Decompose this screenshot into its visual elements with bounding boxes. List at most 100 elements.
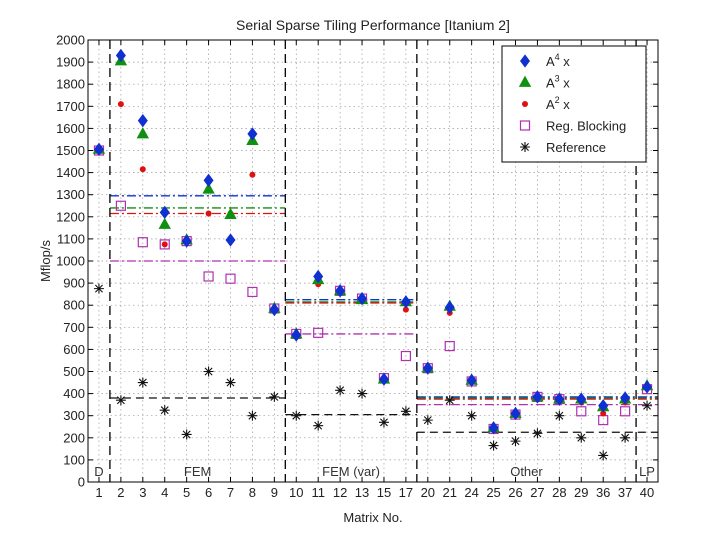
- y-tick-label: 1100: [57, 231, 85, 246]
- y-tick-label: 1600: [56, 121, 85, 136]
- legend-marker: [522, 101, 528, 107]
- data-point-square: [444, 340, 455, 352]
- legend-marker: [520, 142, 530, 152]
- data-point-diamond: [247, 127, 258, 141]
- x-tick-label: 13: [355, 485, 369, 500]
- data-point-diamond: [488, 421, 499, 435]
- data-points: [92, 48, 654, 461]
- data-point-dot: [139, 166, 146, 173]
- region-labels: D FEM FEM (var) Other LP: [94, 464, 655, 479]
- legend-label: Reg. Blocking: [546, 119, 626, 134]
- data-point-star: [532, 428, 543, 439]
- data-point-triangle: [158, 217, 171, 229]
- data-point-diamond: [554, 392, 565, 406]
- reference-lines: [109, 195, 658, 433]
- x-tick-label: 29: [574, 485, 588, 500]
- x-tick-label: 25: [486, 485, 500, 500]
- data-point-diamond: [291, 328, 302, 342]
- data-point-dot: [117, 101, 124, 108]
- data-point-triangle: [224, 207, 237, 219]
- legend-label: A2 x: [546, 95, 570, 112]
- data-point-square: [137, 237, 148, 248]
- data-point-star: [444, 395, 455, 406]
- x-tick-label: 20: [421, 485, 435, 500]
- series-diamond: [93, 48, 653, 435]
- x-tick-label: 21: [442, 485, 456, 500]
- data-point-diamond: [93, 142, 104, 157]
- y-tick-label: 1300: [56, 187, 85, 202]
- data-point-diamond: [313, 269, 324, 284]
- data-point-dot: [205, 210, 212, 217]
- x-tick-label: 9: [271, 485, 278, 500]
- data-point-diamond: [269, 302, 280, 317]
- data-point-square: [313, 327, 324, 338]
- y-tick-label: 2000: [56, 33, 85, 48]
- data-point-diamond: [466, 373, 477, 388]
- data-point-diamond: [203, 173, 214, 188]
- data-point-square: [247, 286, 258, 298]
- data-point-diamond: [115, 48, 126, 63]
- x-tick-label: 2: [117, 485, 124, 500]
- data-point-star: [291, 410, 302, 421]
- data-point-diamond: [576, 392, 587, 406]
- legend-marker: [519, 120, 531, 131]
- y-tick-label: 300: [63, 408, 85, 423]
- data-point-diamond: [444, 300, 455, 315]
- data-point-triangle: [202, 182, 215, 194]
- x-tick-label: 11: [311, 485, 325, 500]
- y-tick-label: 1800: [56, 77, 85, 92]
- data-point-star: [93, 283, 104, 294]
- data-point-star: [225, 377, 236, 388]
- data-point-star: [357, 388, 368, 399]
- region-label: Other: [510, 464, 543, 479]
- x-tick-label: 7: [227, 485, 234, 500]
- x-tick-label: 12: [333, 485, 347, 500]
- data-point-dot: [161, 241, 168, 248]
- data-point-star: [642, 400, 653, 411]
- data-point-star: [422, 415, 433, 426]
- y-axis-label: Mflop/s: [38, 240, 53, 282]
- data-point-diamond: [422, 361, 433, 375]
- data-point-star: [400, 406, 411, 417]
- legend-label: A4 x: [546, 52, 570, 69]
- y-tick-label: 1200: [56, 209, 85, 224]
- y-tick-label: 200: [63, 430, 85, 445]
- data-point-star: [466, 410, 477, 421]
- y-tick-label: 1000: [56, 254, 85, 269]
- region-label: FEM: [184, 464, 211, 479]
- data-point-square: [159, 239, 170, 250]
- x-tick-label: 1: [95, 485, 102, 500]
- y-tick-label: 1400: [56, 165, 85, 180]
- x-tick-label: 15: [377, 485, 391, 500]
- data-point-diamond: [378, 372, 389, 386]
- data-point-star: [378, 417, 389, 428]
- x-tick-label: 27: [530, 485, 544, 500]
- data-point-star: [313, 420, 324, 431]
- data-point-star: [247, 410, 258, 421]
- legend-marker: [520, 54, 530, 68]
- y-tick-label: 100: [63, 452, 85, 467]
- y-tick-label: 1500: [56, 143, 85, 158]
- grid: [88, 39, 658, 483]
- data-point-diamond: [642, 380, 653, 394]
- data-point-star: [335, 385, 346, 396]
- x-tick-label: 3: [139, 485, 146, 500]
- legend-label: Reference: [546, 140, 606, 155]
- data-point-diamond: [137, 113, 148, 128]
- x-tick-label: 26: [508, 485, 522, 500]
- region-label: D: [94, 464, 103, 479]
- data-point-triangle: [136, 127, 149, 139]
- data-point-star: [159, 405, 170, 416]
- x-tick-label: 6: [205, 485, 212, 500]
- x-tick-label: 8: [249, 485, 256, 500]
- y-tick-label: 500: [63, 364, 85, 379]
- x-tick-label: 5: [183, 485, 190, 500]
- series-star: [93, 283, 653, 461]
- x-tick-label: 28: [552, 485, 566, 500]
- data-point-square: [203, 271, 214, 282]
- chart-title: Serial Sparse Tiling Performance [Itaniu…: [236, 17, 510, 33]
- y-axis-ticks: 0 100 200 300 400 500 600 700 800 900 1000 1100 1200…: [56, 33, 658, 490]
- data-point-diamond: [532, 390, 543, 404]
- data-point-diamond: [225, 233, 236, 247]
- legend: A4 x A3 x A2 x Reg. Blocking Reference: [501, 45, 647, 163]
